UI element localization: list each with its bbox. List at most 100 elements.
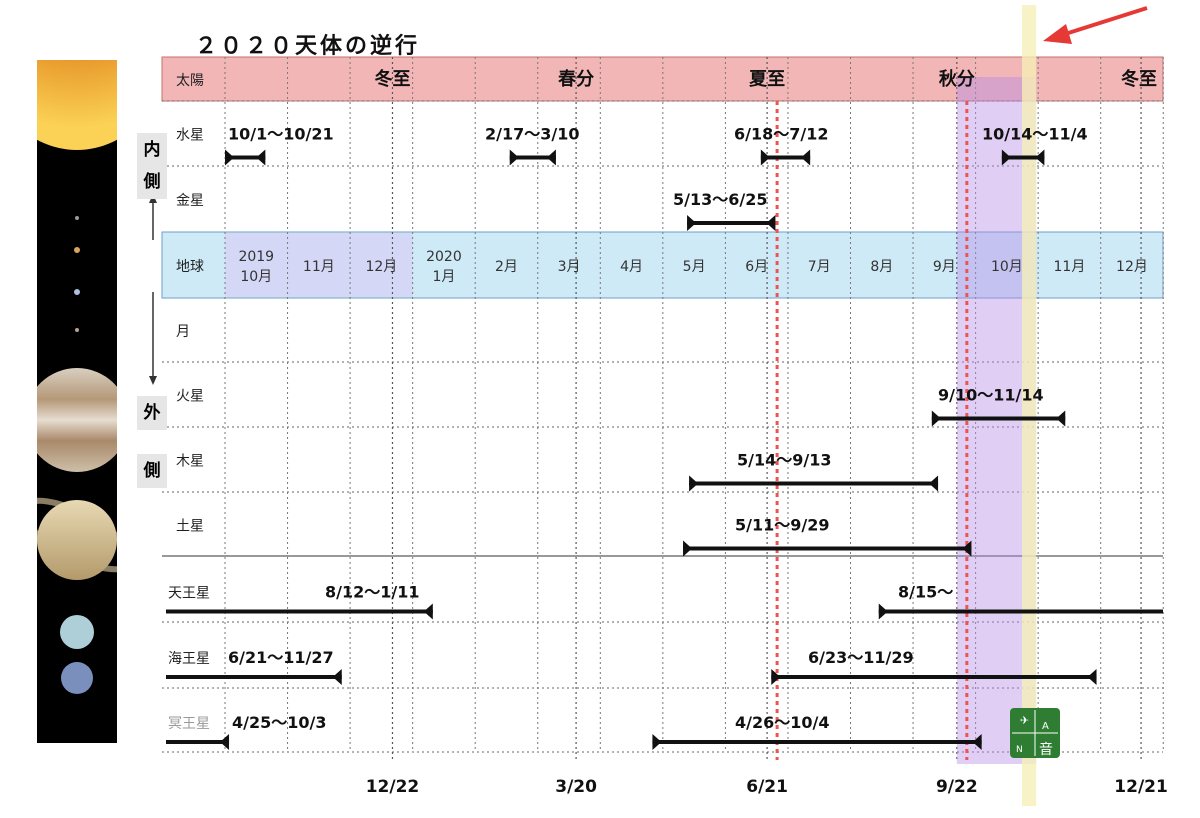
month-label: 12月 <box>365 259 397 275</box>
season-date: 9/22 <box>936 777 978 797</box>
month-label: 10月 <box>240 269 272 285</box>
season-label: 春分 <box>558 68 594 90</box>
bar-end-cap <box>423 603 433 620</box>
row-label: 月 <box>176 324 190 340</box>
bar-start-cap <box>1001 149 1011 166</box>
bar-end-cap <box>256 149 266 166</box>
row-label: 土星 <box>176 519 204 535</box>
bar-end-cap <box>220 734 230 750</box>
bar-start-cap <box>225 149 234 166</box>
bar-start-cap <box>878 603 888 620</box>
month-label: 7月 <box>808 259 831 275</box>
red-arrow-shaft <box>1061 6 1148 37</box>
outer-label-1: 外 <box>137 396 167 430</box>
uranus-image <box>60 615 94 649</box>
row-label: 天王星 <box>168 586 210 602</box>
retrograde-label: 10/1〜10/21 <box>228 125 334 144</box>
season-label: 秋分 <box>939 68 975 90</box>
month-label: 4月 <box>620 259 643 275</box>
month-label: 2019 <box>238 249 274 265</box>
retrograde-label: 2/17〜3/10 <box>485 125 580 144</box>
bar-start-cap <box>509 149 519 166</box>
retrograde-label: 5/14〜9/13 <box>737 451 832 470</box>
bar-start-cap <box>689 475 699 492</box>
bar-end-cap <box>766 215 776 231</box>
bar-end-cap <box>1087 669 1097 685</box>
row-label: 太陽 <box>176 73 204 89</box>
retrograde-label: 9/10〜11/14 <box>938 386 1044 405</box>
logo-letter-n: N <box>1016 745 1023 755</box>
row-label: 冥王星 <box>168 716 210 732</box>
month-label: 6月 <box>745 259 768 275</box>
bar-start-cap <box>771 669 781 685</box>
bar-end-cap <box>546 149 556 166</box>
retrograde-label: 4/25〜10/3 <box>232 713 327 732</box>
season-label: 冬至 <box>1121 68 1157 90</box>
month-label: 3月 <box>558 259 581 275</box>
row-label: 木星 <box>176 454 204 470</box>
bar-end-cap <box>972 734 982 750</box>
mercury-image <box>75 216 79 220</box>
bar-start-cap <box>760 149 770 166</box>
yellow-highlight-band <box>1022 5 1037 806</box>
inner-label-2: 側 <box>137 165 167 199</box>
neptune-image <box>61 662 93 694</box>
row-label: 金星 <box>176 193 204 209</box>
inner-label-1: 内 <box>137 133 167 167</box>
month-label: 9月 <box>933 259 956 275</box>
bar-end-cap <box>1035 149 1045 166</box>
svg-text:✈: ✈ <box>1020 714 1029 727</box>
month-label: 2020 <box>426 249 462 265</box>
season-label: 冬至 <box>374 68 410 90</box>
retrograde-label: 6/18〜7/12 <box>734 125 829 144</box>
chart-title: ２０２０天体の逆行 <box>195 34 421 59</box>
month-label: 11月 <box>1054 259 1086 275</box>
season-date: 12/22 <box>366 777 420 797</box>
retrograde-label: 6/21〜11/27 <box>228 648 334 667</box>
row-label: 火星 <box>176 389 204 405</box>
jupiter-image <box>37 368 117 472</box>
bar-start-cap <box>931 410 941 427</box>
row-label: 水星 <box>176 128 204 144</box>
red-arrow-head <box>1043 24 1072 44</box>
bar-end-cap <box>962 540 972 557</box>
bar-end-cap <box>1056 410 1066 427</box>
season-label: 夏至 <box>749 69 785 90</box>
mars-image <box>75 328 79 332</box>
earth-image <box>74 289 80 295</box>
venus-image <box>74 247 80 253</box>
month-label: 1月 <box>432 269 455 285</box>
retrograde-label: 10/14〜11/4 <box>982 125 1088 144</box>
logo-kanji: 音 <box>1039 741 1053 758</box>
planet-image-strip <box>37 60 117 743</box>
month-label: 8月 <box>870 259 893 275</box>
bar-start-cap <box>687 215 697 231</box>
saturn-image <box>37 500 117 580</box>
season-date: 12/21 <box>1114 777 1168 797</box>
month-label: 10月 <box>991 259 1023 275</box>
retrograde-label: 6/23〜11/29 <box>808 648 914 667</box>
outer-label-2: 側 <box>137 454 167 488</box>
bar-start-cap <box>683 540 693 557</box>
sun-image <box>37 60 117 150</box>
outer-arrowhead <box>149 376 157 385</box>
retrograde-label: 8/12〜1/11 <box>325 583 420 602</box>
row-label: 地球 <box>176 259 204 275</box>
bar-end-cap <box>801 149 811 166</box>
logo-letter-a: A <box>1042 721 1049 732</box>
season-date: 3/20 <box>555 777 597 797</box>
month-label: 2月 <box>495 259 518 275</box>
retrograde-label: 5/13〜6/25 <box>673 190 768 209</box>
month-label: 5月 <box>683 259 706 275</box>
retrograde-label: 8/15〜 <box>898 583 953 602</box>
month-label: 12月 <box>1116 259 1148 275</box>
row-label: 海王星 <box>168 651 210 667</box>
season-date: 6/21 <box>746 777 788 797</box>
month-label: 11月 <box>303 259 335 275</box>
earth-2019-shade <box>225 233 413 297</box>
bar-start-cap <box>652 734 662 750</box>
retrograde-label: 4/26〜10/4 <box>735 713 830 732</box>
retrograde-label: 5/11〜9/29 <box>735 516 830 535</box>
logo: ✈ A N 音 <box>1010 708 1060 758</box>
